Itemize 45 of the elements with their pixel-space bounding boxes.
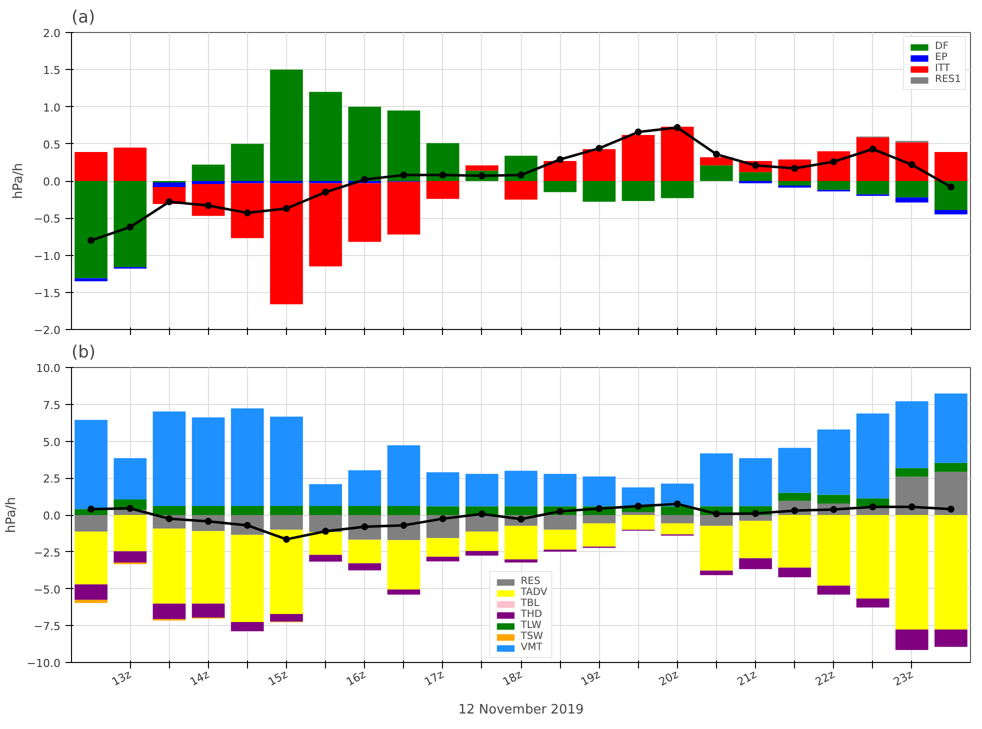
- x-tick-label: 21z: [735, 668, 759, 689]
- y-tick-label: 0.0: [43, 510, 61, 522]
- y-tick-label: −5.0: [34, 583, 61, 596]
- y-tick-label: 1.0: [43, 101, 61, 114]
- y-tick-label: −1.0: [34, 250, 61, 263]
- legend-label: ITT: [935, 63, 952, 74]
- y-tick-label: 10.0: [36, 362, 61, 375]
- chart-title: (b): [72, 342, 96, 362]
- x-tick-label: 22z: [813, 668, 838, 689]
- legend-label: TBL: [520, 598, 540, 609]
- legend-label: EP: [935, 52, 948, 63]
- y-tick-label: −10.0: [26, 657, 61, 670]
- x-tick-label: 17z: [422, 668, 446, 689]
- x-tick-label: 14z: [188, 668, 212, 689]
- x-tick-label: 20z: [656, 668, 681, 689]
- y-tick-label: −1.5: [34, 286, 61, 300]
- legend-label: THD: [520, 609, 542, 620]
- x-axis-title: 12 November 2019: [458, 702, 584, 718]
- legend-label: TSW: [520, 631, 544, 642]
- legend-label: DF: [935, 41, 950, 52]
- legend-label: VMT: [520, 642, 542, 653]
- y-tick-label: −2.0: [34, 324, 61, 337]
- x-tick-label: 13z: [110, 668, 134, 689]
- legend-label: RES1: [935, 74, 961, 85]
- x-tick-label: 15z: [266, 668, 290, 689]
- y-tick-label: −0.5: [34, 212, 61, 226]
- y-tick-label: 0.0: [43, 176, 61, 188]
- y-tick-label: 5.0: [43, 436, 61, 449]
- y-tick-label: 7.5: [43, 398, 61, 412]
- y-tick-label: 2.5: [43, 472, 61, 486]
- y-tick-label: 0.5: [43, 138, 61, 152]
- x-tick-label: 16z: [344, 668, 368, 689]
- y-axis-title: hPa/h: [10, 162, 26, 200]
- x-tick-label: 19z: [578, 668, 602, 689]
- y-tick-label: 1.5: [43, 64, 61, 78]
- y-tick-label: −7.5: [34, 620, 61, 634]
- legend-label: RES: [520, 576, 541, 587]
- chart-title: (a): [72, 8, 96, 28]
- legend-label: TADV: [520, 587, 548, 598]
- legend-label: TLW: [520, 620, 542, 631]
- y-tick-label: 2.0: [43, 27, 61, 40]
- y-tick-label: −2.5: [34, 546, 61, 560]
- x-tick-label: 18z: [500, 668, 524, 689]
- x-tick-label: 23z: [891, 668, 916, 689]
- y-axis-title: hPa/h: [4, 496, 19, 534]
